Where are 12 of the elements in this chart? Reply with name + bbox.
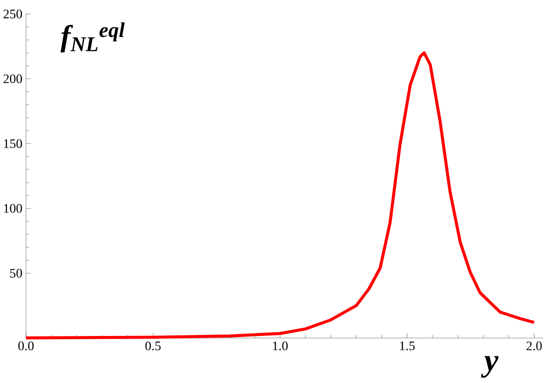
x-tick-label: 1.5 bbox=[400, 342, 415, 350]
y-axis-title: f$_{NL}$eql bbox=[60, 22, 125, 52]
y-tick-label: 200 bbox=[4, 74, 22, 84]
y-tick-label: 250 bbox=[4, 10, 22, 18]
x-tick-label: 0.0 bbox=[18, 342, 34, 350]
x-tick-label: 1.0 bbox=[273, 342, 288, 350]
y-tick-label: 50 bbox=[10, 268, 22, 278]
x-axis-title: y bbox=[481, 356, 498, 378]
x-tick-label: 2.0 bbox=[526, 342, 542, 350]
y-tick-label: 150 bbox=[4, 139, 22, 148]
x-tick-label: 0.5 bbox=[145, 342, 161, 350]
y-tick-label: 100 bbox=[4, 204, 22, 213]
